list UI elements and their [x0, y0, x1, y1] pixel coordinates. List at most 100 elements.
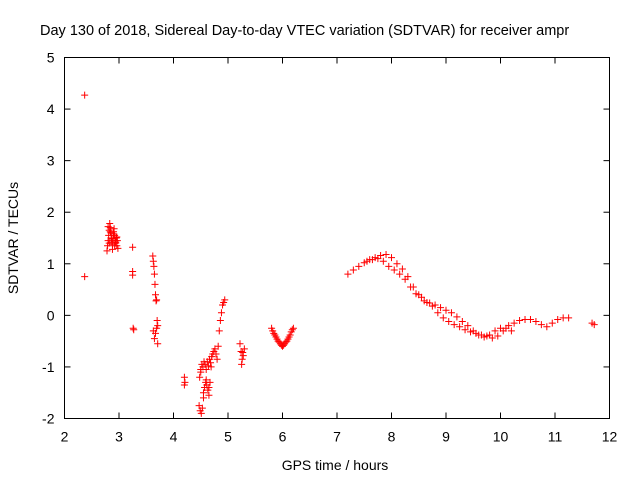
data-point — [150, 270, 158, 278]
data-point — [401, 275, 409, 283]
data-point — [565, 314, 573, 322]
data-point — [537, 321, 545, 329]
data-point — [197, 368, 205, 376]
data-point — [398, 265, 406, 273]
x-axis-label: GPS time / hours — [282, 457, 389, 473]
data-point — [396, 270, 404, 278]
x-tick-label: 9 — [442, 429, 450, 445]
data-point — [464, 322, 472, 330]
data-point — [239, 348, 247, 356]
data-point — [458, 318, 466, 326]
data-point — [382, 251, 390, 259]
x-tick-label: 4 — [170, 429, 178, 445]
data-point — [344, 270, 352, 278]
series-cluster-6.0 — [268, 324, 297, 350]
data-point — [197, 409, 205, 417]
data-point — [526, 315, 534, 323]
data-point — [439, 314, 447, 322]
x-tick-label: 2 — [61, 429, 69, 445]
data-point — [216, 317, 224, 325]
data-point — [150, 335, 158, 343]
data-point — [472, 329, 480, 337]
y-tick-label: 1 — [47, 256, 55, 272]
data-point — [288, 326, 296, 334]
data-point — [289, 324, 297, 332]
data-point — [103, 247, 111, 255]
data-point — [215, 327, 223, 335]
data-point — [532, 318, 540, 326]
data-point — [112, 238, 120, 246]
data-point — [150, 262, 158, 270]
data-point — [238, 360, 246, 368]
data-point — [129, 271, 137, 279]
series-upper-arc — [344, 251, 515, 341]
data-point — [152, 329, 160, 337]
data-point — [236, 340, 244, 348]
y-tick-label: 4 — [47, 101, 55, 117]
data-point — [81, 273, 89, 281]
data-point — [461, 326, 469, 334]
data-point — [107, 235, 115, 243]
data-point — [284, 335, 292, 343]
data-point — [467, 328, 475, 336]
data-point — [198, 404, 206, 412]
series-cluster-2.8 — [103, 220, 122, 255]
data-point — [238, 355, 246, 363]
data-point — [390, 266, 398, 274]
data-point — [407, 283, 415, 291]
data-point — [388, 254, 395, 262]
data-point — [450, 321, 458, 329]
data-point — [543, 323, 551, 331]
data-point — [151, 280, 159, 288]
data-point — [180, 373, 188, 381]
data-point — [417, 293, 425, 301]
series-cluster-3.25 — [129, 243, 138, 334]
x-tick-label: 11 — [548, 429, 563, 445]
data-point — [510, 319, 518, 327]
x-tick-label: 7 — [333, 429, 341, 445]
data-point — [129, 324, 137, 332]
data-point — [499, 327, 507, 335]
data-point — [113, 237, 121, 245]
data-point — [153, 317, 161, 325]
data-point — [108, 245, 116, 253]
y-tick-label: 0 — [47, 307, 55, 323]
data-point — [434, 309, 442, 317]
data-point — [374, 255, 382, 263]
data-point — [368, 256, 376, 264]
data-point — [205, 391, 213, 399]
series-late-point — [588, 319, 598, 329]
data-point — [149, 252, 157, 260]
data-point — [214, 342, 222, 350]
data-point — [152, 291, 160, 299]
data-point — [442, 306, 450, 314]
x-tick-label: 3 — [115, 429, 123, 445]
chart-title: Day 130 of 2018, Sidereal Day-to-day VTE… — [40, 23, 569, 39]
data-point — [129, 243, 137, 251]
plot-frame — [64, 57, 610, 419]
data-point — [180, 381, 188, 389]
data-point — [196, 373, 204, 381]
data-point — [153, 296, 161, 304]
x-tick-label: 6 — [279, 429, 287, 445]
data-point — [456, 323, 464, 331]
y-axis-label: SDTVAR / TECUs — [5, 182, 21, 294]
data-point — [393, 260, 401, 268]
data-point — [363, 257, 371, 265]
data-point — [113, 233, 121, 241]
data-point — [505, 322, 513, 330]
data-point — [494, 332, 502, 340]
x-tick-label: 10 — [493, 429, 509, 445]
data-point — [286, 331, 294, 339]
data-point — [385, 262, 393, 270]
data-point — [205, 384, 213, 392]
series-cluster-5.25 — [236, 340, 248, 368]
data-point — [207, 359, 215, 367]
data-point — [202, 366, 210, 374]
data-point — [349, 266, 357, 274]
series-lower-arc — [363, 255, 573, 342]
data-point — [149, 257, 157, 265]
data-point — [206, 378, 214, 386]
data-point — [477, 331, 485, 339]
